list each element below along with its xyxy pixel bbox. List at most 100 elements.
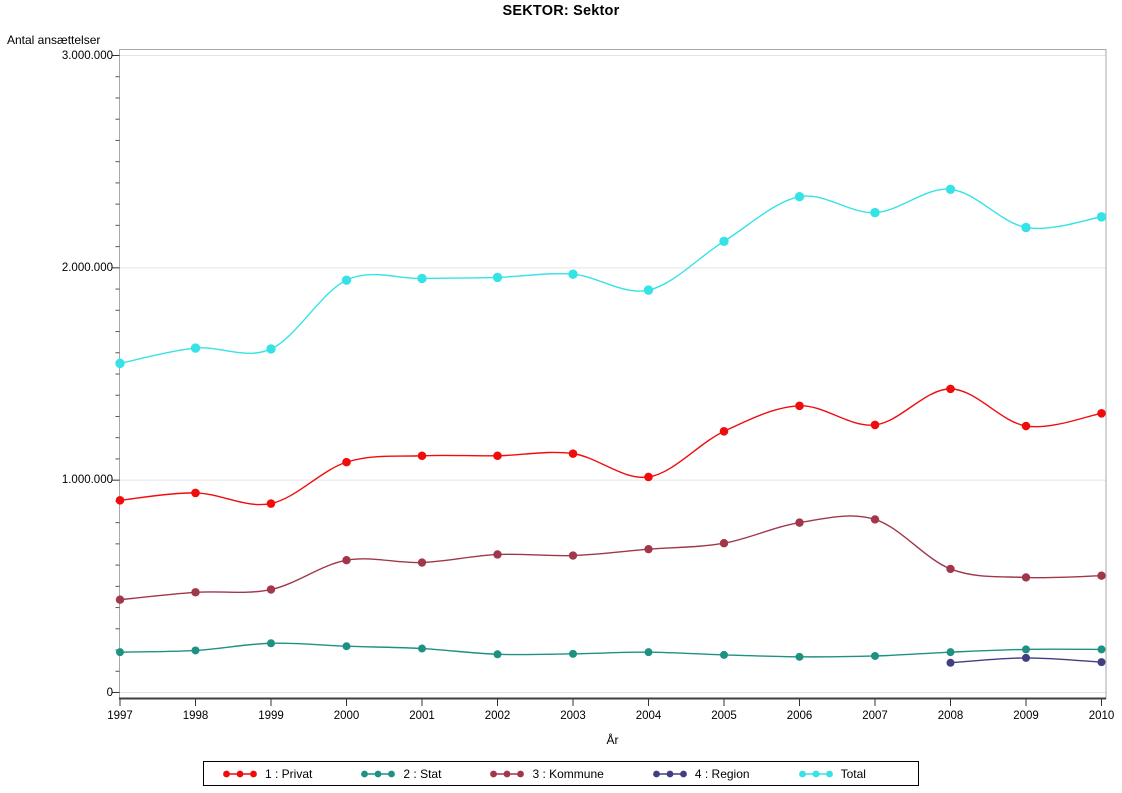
y-tick-label: 2.000.000 bbox=[61, 261, 113, 274]
data-point-marker bbox=[1097, 408, 1106, 418]
legend-marker-icon bbox=[652, 770, 687, 777]
data-point-marker bbox=[870, 515, 880, 524]
y-tick-label: 1.000.000 bbox=[61, 474, 113, 487]
data-point-marker bbox=[266, 585, 276, 594]
legend-item: 4 : Region bbox=[652, 767, 750, 781]
data-point-marker bbox=[794, 192, 805, 202]
data-point-marker bbox=[266, 344, 276, 354]
x-tick-label: 2006 bbox=[786, 710, 813, 722]
data-point-marker bbox=[569, 649, 577, 658]
data-point-marker bbox=[342, 556, 351, 565]
legend-label: 4 : Region bbox=[694, 766, 750, 781]
data-point-marker bbox=[945, 184, 956, 194]
data-point-marker bbox=[1021, 222, 1031, 233]
data-point-marker bbox=[191, 488, 200, 498]
series-2-stat bbox=[116, 639, 1106, 661]
data-point-marker bbox=[417, 273, 427, 284]
data-point-marker bbox=[568, 551, 578, 560]
y-axis-label: Antal ansættelser bbox=[7, 33, 101, 47]
series-4-region bbox=[946, 653, 1106, 667]
data-point-marker bbox=[418, 644, 426, 653]
data-point-marker bbox=[946, 564, 955, 574]
x-tick-label: 1999 bbox=[258, 710, 284, 722]
x-tick-label: 1997 bbox=[107, 710, 133, 722]
data-point-marker bbox=[190, 343, 201, 353]
x-axis-label: År bbox=[606, 733, 619, 747]
data-point-marker bbox=[1096, 212, 1107, 222]
data-point-marker bbox=[1021, 421, 1031, 431]
x-tick-label: 2007 bbox=[862, 710, 888, 722]
data-point-marker bbox=[568, 449, 578, 458]
data-point-marker bbox=[115, 496, 125, 505]
data-point-marker bbox=[795, 652, 804, 661]
data-point-marker bbox=[870, 207, 880, 218]
data-point-marker bbox=[643, 285, 654, 295]
x-tick-label: 2010 bbox=[1088, 710, 1115, 722]
x-tick-label: 2009 bbox=[1013, 710, 1039, 722]
legend-label: Total bbox=[840, 766, 866, 781]
data-point-marker bbox=[493, 650, 502, 659]
plot-frame bbox=[119, 49, 1107, 699]
series-line bbox=[119, 188, 1102, 365]
legend-marker-icon bbox=[798, 770, 833, 777]
data-point-marker bbox=[417, 451, 427, 461]
data-point-marker bbox=[492, 272, 503, 283]
x-tick-label: 2003 bbox=[560, 710, 586, 722]
data-point-marker bbox=[417, 558, 427, 567]
data-point-marker bbox=[720, 650, 728, 659]
series-1-privat bbox=[115, 384, 1106, 508]
data-point-marker bbox=[719, 236, 729, 246]
x-tick-label: 2002 bbox=[484, 710, 511, 722]
series-line bbox=[119, 515, 1102, 601]
x-tick-label: 2004 bbox=[635, 710, 662, 722]
data-point-marker bbox=[795, 401, 804, 411]
data-point-marker bbox=[1021, 573, 1031, 582]
legend-item: 2 : Stat bbox=[360, 767, 441, 781]
data-point-marker bbox=[870, 420, 880, 430]
legend-item: Total bbox=[798, 767, 866, 781]
data-point-marker bbox=[342, 457, 351, 467]
data-point-marker bbox=[115, 595, 125, 604]
x-tick-label: 2008 bbox=[937, 710, 964, 722]
legend-label: 2 : Stat bbox=[403, 766, 442, 781]
data-point-marker bbox=[1097, 571, 1106, 580]
series-line bbox=[119, 388, 1102, 506]
data-point-marker bbox=[191, 646, 200, 655]
data-point-marker bbox=[946, 658, 955, 667]
data-point-marker bbox=[644, 648, 653, 657]
series-total bbox=[115, 184, 1107, 369]
data-point-marker bbox=[191, 588, 200, 597]
data-point-marker bbox=[493, 550, 502, 559]
data-point-marker bbox=[946, 648, 955, 657]
series-line bbox=[119, 642, 1102, 658]
data-point-marker bbox=[719, 539, 729, 548]
data-point-marker bbox=[266, 499, 276, 508]
x-tick-label: 2000 bbox=[333, 710, 360, 722]
data-point-marker bbox=[342, 642, 351, 651]
legend-label: 3 : Kommune bbox=[532, 766, 604, 781]
y-tick-label: 0 bbox=[106, 686, 113, 699]
chart-title: SEKTOR: Sektor bbox=[502, 3, 620, 19]
data-point-marker bbox=[116, 648, 124, 657]
legend-marker-icon bbox=[223, 770, 257, 777]
data-point-marker bbox=[1097, 658, 1106, 667]
x-tick-label: 1998 bbox=[182, 710, 209, 722]
series-3-kommune bbox=[115, 515, 1106, 604]
data-point-marker bbox=[871, 651, 879, 660]
data-point-marker bbox=[644, 472, 653, 482]
legend-item: 1 : Privat bbox=[222, 767, 312, 781]
legend-item: 3 : Kommune bbox=[489, 766, 604, 781]
legend-marker-icon bbox=[361, 770, 396, 777]
legend-label: 1 : Privat bbox=[265, 766, 313, 781]
data-point-marker bbox=[267, 639, 275, 648]
data-point-marker bbox=[1097, 645, 1106, 654]
data-point-marker bbox=[795, 518, 804, 527]
x-tick-label: 2001 bbox=[409, 710, 435, 722]
data-point-marker bbox=[1022, 653, 1030, 662]
data-point-marker bbox=[341, 275, 352, 285]
data-point-marker bbox=[644, 544, 653, 554]
data-point-marker bbox=[568, 269, 578, 279]
legend: 1 : Privat 2 : Stat 3 : Kommune 4 : Region T… bbox=[203, 761, 919, 786]
